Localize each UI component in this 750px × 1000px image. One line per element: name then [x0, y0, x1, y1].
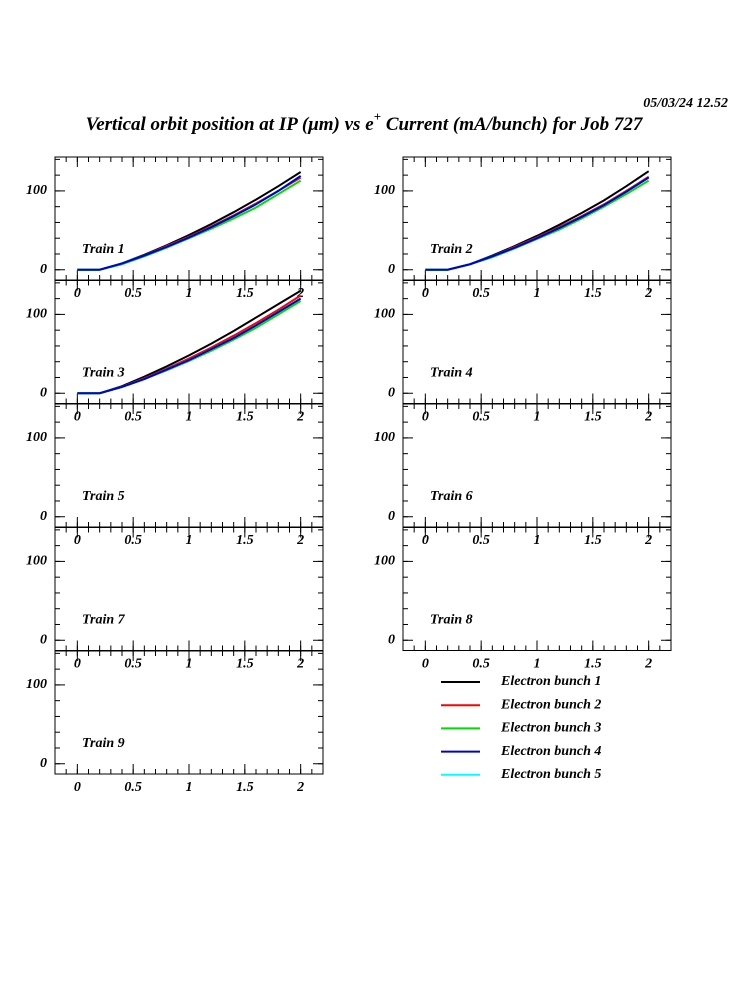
- x-tick-label: 0.5: [472, 657, 490, 672]
- x-tick-label: 0.5: [124, 286, 142, 301]
- series-line: [77, 175, 302, 271]
- title-part: Current (mA/bunch) for Job 727: [381, 114, 644, 135]
- x-tick-label: 1: [186, 410, 193, 425]
- x-tick-label: 1.5: [236, 657, 254, 672]
- legend-label: Electron bunch 2: [500, 697, 601, 712]
- y-tick-label: 100: [374, 183, 395, 198]
- y-tick-label: 100: [26, 307, 47, 322]
- x-tick-label: 0: [422, 533, 429, 548]
- y-tick-label: 0: [40, 632, 47, 647]
- x-tick-label: 2: [296, 410, 304, 425]
- y-tick-label: 0: [388, 632, 395, 647]
- x-tick-label: 1.5: [236, 533, 254, 548]
- legend-label: Electron bunch 1: [500, 674, 601, 689]
- y-tick-label: 100: [26, 430, 47, 445]
- x-tick-label: 1.5: [584, 657, 602, 672]
- panel-label: Train 4: [430, 366, 473, 381]
- x-tick-label: 0: [422, 657, 429, 672]
- legend-label: Electron bunch 4: [500, 744, 601, 759]
- panel-label: Train 1: [82, 242, 125, 257]
- series-line: [425, 176, 650, 271]
- y-tick-label: 0: [40, 756, 47, 771]
- y-tick-label: 100: [374, 430, 395, 445]
- x-tick-label: 2: [296, 286, 304, 301]
- x-tick-label: 0: [74, 780, 81, 795]
- timestamp: 05/03/24 12.52: [643, 96, 728, 111]
- panel-label: Train 2: [430, 242, 473, 257]
- x-tick-label: 2: [296, 780, 304, 795]
- x-tick-label: 0: [74, 286, 81, 301]
- y-tick-label: 0: [388, 385, 395, 400]
- x-tick-label: 0.5: [472, 410, 490, 425]
- x-tick-label: 2: [644, 657, 652, 672]
- y-tick-label: 0: [40, 509, 47, 524]
- panel-label: Train 5: [82, 489, 125, 504]
- x-tick-label: 0.5: [124, 533, 142, 548]
- x-tick-label: 0.5: [124, 410, 142, 425]
- y-tick-label: 0: [40, 385, 47, 400]
- x-tick-label: 1.5: [236, 780, 254, 795]
- panel-label: Train 3: [82, 366, 125, 381]
- x-tick-label: 1.5: [236, 286, 254, 301]
- x-tick-label: 1.5: [236, 410, 254, 425]
- x-tick-label: 0: [74, 657, 81, 672]
- y-tick-label: 0: [388, 509, 395, 524]
- x-tick-label: 0: [74, 533, 81, 548]
- legend-label: Electron bunch 5: [500, 767, 601, 782]
- y-tick-label: 0: [40, 262, 47, 277]
- panel-label: Train 9: [82, 736, 125, 751]
- x-tick-label: 1.5: [584, 410, 602, 425]
- x-tick-label: 1: [534, 286, 541, 301]
- y-tick-label: 100: [374, 307, 395, 322]
- panel-label: Train 6: [430, 489, 473, 504]
- x-tick-label: 0.5: [124, 657, 142, 672]
- panel-label: Train 8: [430, 613, 473, 628]
- x-tick-label: 0.5: [472, 533, 490, 548]
- y-tick-label: 100: [374, 554, 395, 569]
- x-tick-label: 0.5: [124, 780, 142, 795]
- y-tick-label: 100: [26, 677, 47, 692]
- x-tick-label: 1.5: [584, 533, 602, 548]
- y-tick-label: 100: [26, 183, 47, 198]
- x-tick-label: 1: [186, 780, 193, 795]
- panel-frame: [54, 156, 324, 281]
- x-tick-label: 1.5: [584, 286, 602, 301]
- series-line: [77, 297, 302, 395]
- x-tick-label: 2: [296, 533, 304, 548]
- title-part: Vertical orbit position at IP (μm) vs e: [86, 114, 375, 135]
- title-sup: +: [374, 109, 381, 124]
- chart-title: Vertical orbit position at IP (μm) vs e+…: [86, 109, 644, 135]
- y-tick-label: 100: [26, 554, 47, 569]
- x-tick-label: 0: [422, 286, 429, 301]
- y-tick-label: 0: [388, 262, 395, 277]
- x-tick-label: 2: [644, 286, 652, 301]
- x-tick-label: 0: [422, 410, 429, 425]
- x-tick-label: 1: [534, 533, 541, 548]
- x-tick-label: 1: [534, 657, 541, 672]
- panel-label: Train 7: [82, 613, 126, 628]
- x-tick-label: 2: [296, 657, 304, 672]
- panel-frame: [402, 156, 672, 281]
- x-tick-label: 1: [186, 533, 193, 548]
- x-tick-label: 1: [186, 657, 193, 672]
- x-tick-label: 1: [534, 410, 541, 425]
- x-tick-label: 0.5: [472, 286, 490, 301]
- x-tick-label: 1: [186, 286, 193, 301]
- x-tick-label: 2: [644, 410, 652, 425]
- x-tick-label: 2: [644, 533, 652, 548]
- legend-label: Electron bunch 3: [500, 721, 601, 736]
- x-tick-label: 0: [74, 410, 81, 425]
